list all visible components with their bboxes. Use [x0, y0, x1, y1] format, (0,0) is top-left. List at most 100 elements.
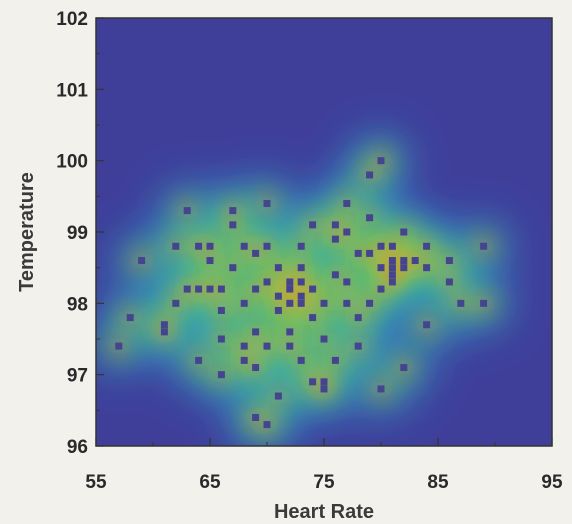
- data-point: [400, 228, 408, 236]
- data-point: [445, 257, 453, 265]
- data-point: [309, 221, 317, 229]
- data-point: [400, 264, 408, 272]
- data-point: [274, 392, 282, 400]
- data-point: [331, 235, 339, 243]
- data-point: [274, 292, 282, 300]
- data-point: [252, 328, 260, 336]
- data-point: [423, 264, 431, 272]
- data-point: [320, 299, 328, 307]
- data-point: [274, 306, 282, 314]
- data-point: [388, 278, 396, 286]
- data-point: [286, 299, 294, 307]
- data-point: [366, 299, 374, 307]
- data-point: [480, 242, 488, 250]
- data-point: [183, 285, 191, 293]
- data-point: [172, 242, 180, 250]
- data-point: [388, 257, 396, 265]
- x-tick-label: 55: [85, 472, 107, 493]
- data-point: [252, 249, 260, 257]
- data-point: [354, 342, 362, 350]
- data-point: [195, 285, 203, 293]
- data-point: [229, 221, 237, 229]
- data-point: [217, 306, 225, 314]
- data-point: [263, 421, 271, 429]
- data-point: [445, 278, 453, 286]
- data-point: [286, 328, 294, 336]
- data-point: [343, 228, 351, 236]
- data-point: [229, 264, 237, 272]
- data-point: [160, 328, 168, 336]
- data-point: [252, 285, 260, 293]
- x-tick-label: 85: [427, 472, 449, 493]
- data-point: [331, 221, 339, 229]
- data-point: [423, 242, 431, 250]
- y-tick-label: 96: [67, 437, 88, 458]
- data-point: [286, 278, 294, 286]
- data-point: [366, 249, 374, 257]
- data-point: [377, 285, 385, 293]
- data-point: [320, 385, 328, 393]
- data-point: [377, 264, 385, 272]
- data-point: [297, 356, 305, 364]
- data-point: [240, 342, 248, 350]
- data-point: [309, 314, 317, 322]
- data-point: [263, 342, 271, 350]
- data-point: [400, 364, 408, 372]
- data-point: [354, 314, 362, 322]
- data-point: [309, 378, 317, 386]
- data-point: [343, 199, 351, 207]
- data-point: [206, 257, 214, 265]
- data-point: [388, 271, 396, 279]
- data-point: [240, 356, 248, 364]
- data-point: [343, 299, 351, 307]
- data-point: [263, 242, 271, 250]
- data-point: [240, 299, 248, 307]
- data-point: [297, 242, 305, 250]
- data-point: [126, 314, 134, 322]
- data-point: [320, 335, 328, 343]
- data-point: [217, 371, 225, 379]
- x-axis-label: Heart Rate: [274, 501, 374, 523]
- data-point: [309, 285, 317, 293]
- data-point: [115, 342, 123, 350]
- data-point: [229, 207, 237, 215]
- data-point: [263, 199, 271, 207]
- data-point: [388, 264, 396, 272]
- data-point: [252, 413, 260, 421]
- y-tick-label: 97: [67, 366, 88, 387]
- data-point: [172, 299, 180, 307]
- data-point: [366, 171, 374, 179]
- data-point: [331, 356, 339, 364]
- x-tick-label: 65: [199, 472, 221, 493]
- data-point: [263, 278, 271, 286]
- y-tick-label: 102: [56, 9, 88, 30]
- data-point: [206, 242, 214, 250]
- data-point: [206, 285, 214, 293]
- y-tick-label: 101: [56, 80, 88, 101]
- data-point: [343, 278, 351, 286]
- x-tick-label: 75: [313, 472, 335, 493]
- x-axis: 55 65 75 85 95: [85, 438, 563, 493]
- data-point: [366, 214, 374, 222]
- data-point: [423, 321, 431, 329]
- data-point: [297, 299, 305, 307]
- data-point: [217, 285, 225, 293]
- data-point: [195, 356, 203, 364]
- y-tick-label: 99: [67, 223, 88, 244]
- y-tick-label: 98: [67, 294, 88, 315]
- data-points: [115, 157, 488, 429]
- data-point: [377, 242, 385, 250]
- data-point: [138, 257, 146, 265]
- data-point: [195, 242, 203, 250]
- y-axis: 96 97 98 99 100 101 102: [56, 9, 104, 458]
- data-point: [286, 342, 294, 350]
- data-point: [411, 257, 419, 265]
- data-point: [217, 335, 225, 343]
- data-point: [297, 264, 305, 272]
- data-point: [388, 242, 396, 250]
- data-point: [480, 299, 488, 307]
- data-point: [377, 385, 385, 393]
- data-point: [297, 278, 305, 286]
